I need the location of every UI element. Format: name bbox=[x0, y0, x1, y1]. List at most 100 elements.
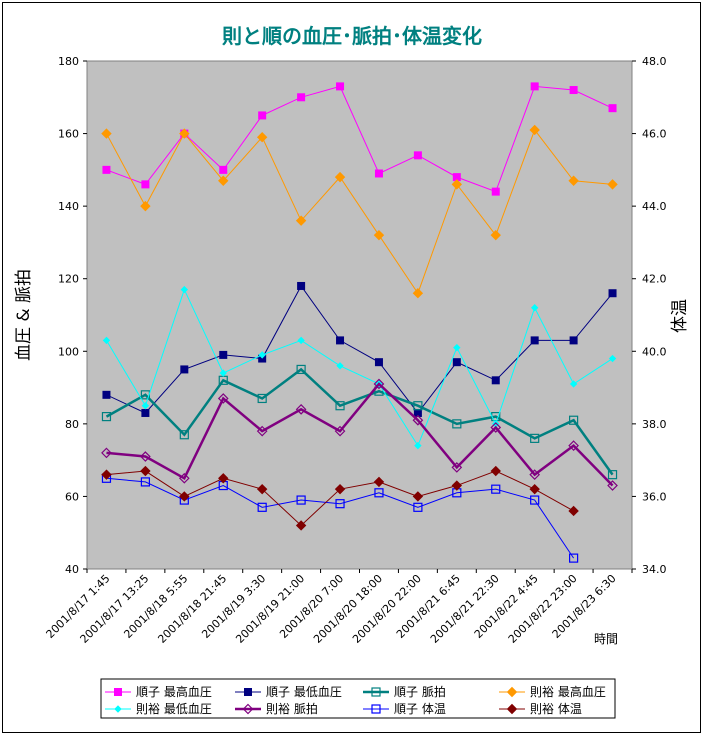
data-point bbox=[529, 469, 541, 481]
data-point bbox=[529, 483, 540, 495]
data-point bbox=[530, 304, 539, 312]
x-axis-label: 時間 bbox=[594, 632, 618, 646]
legend-item: 則裕 最高血圧 bbox=[499, 684, 606, 699]
data-point bbox=[217, 393, 229, 404]
y-tick-label-left: 100 bbox=[58, 345, 79, 358]
data-point bbox=[140, 451, 151, 462]
data-point bbox=[490, 422, 502, 433]
data-point bbox=[607, 470, 618, 480]
data-point bbox=[568, 440, 579, 451]
data-point bbox=[451, 462, 463, 473]
y-axis-label-left: 血圧 & 脈拍 bbox=[14, 269, 34, 361]
series-4 bbox=[101, 124, 618, 299]
data-point bbox=[296, 364, 306, 375]
legend-item: 則裕 脈拍 bbox=[235, 701, 318, 716]
data-point bbox=[608, 289, 617, 298]
data-point bbox=[179, 430, 189, 440]
data-point bbox=[568, 175, 579, 186]
data-point bbox=[336, 336, 345, 345]
legend-label: 則裕 脈拍 bbox=[266, 701, 318, 716]
legend-swatch-marker bbox=[114, 688, 122, 696]
y-tick-label-right: 42.0 bbox=[642, 273, 667, 286]
data-point bbox=[101, 128, 112, 139]
data-point bbox=[336, 82, 345, 91]
data-point bbox=[334, 483, 346, 495]
data-point bbox=[413, 502, 423, 512]
series-5 bbox=[102, 285, 617, 450]
y-tick-label-left: 60 bbox=[65, 490, 79, 503]
x-tick-label: 2001/8/22 23:00 bbox=[506, 572, 580, 646]
data-point bbox=[412, 491, 424, 502]
series-2 bbox=[102, 281, 617, 417]
data-point bbox=[530, 82, 539, 91]
y-tick-label-right: 48.0 bbox=[642, 55, 667, 68]
legend-item: 順子 最低血圧 bbox=[235, 685, 342, 699]
data-point bbox=[413, 151, 422, 160]
data-point bbox=[219, 369, 227, 377]
legend-swatch-marker bbox=[506, 686, 518, 698]
x-tick-label: 2001/8/17 13:25 bbox=[78, 572, 152, 646]
legend-label: 則裕 体温 bbox=[530, 701, 582, 716]
data-point bbox=[140, 465, 151, 477]
chart-title: 則と順の血圧･脈拍･体温変化 bbox=[222, 24, 482, 48]
data-point bbox=[530, 433, 540, 443]
data-point bbox=[102, 336, 111, 345]
series-8 bbox=[101, 465, 579, 531]
y-tick-label-left: 120 bbox=[58, 273, 79, 286]
series-line bbox=[106, 382, 614, 487]
data-point bbox=[374, 169, 383, 178]
data-point bbox=[490, 465, 501, 477]
data-point bbox=[297, 93, 306, 102]
data-point bbox=[568, 505, 579, 517]
y-tick-label-left: 180 bbox=[58, 55, 79, 68]
data-point bbox=[101, 447, 112, 459]
data-point bbox=[373, 476, 385, 488]
series-line bbox=[106, 288, 613, 447]
data-point bbox=[257, 502, 267, 512]
line-chart: 則と順の血圧･脈拍･体温変化 40 60 80 100 120 140 160 180 34.0… bbox=[14, 24, 690, 719]
data-point bbox=[297, 281, 306, 290]
data-point bbox=[491, 376, 500, 385]
legend-label: 順子 脈拍 bbox=[394, 684, 446, 699]
legend-label: 順子 最低血圧 bbox=[266, 685, 342, 699]
data-point bbox=[569, 336, 578, 345]
data-point bbox=[141, 180, 150, 189]
data-point bbox=[179, 128, 190, 139]
legend-label: 順子 体温 bbox=[394, 702, 446, 716]
legend-label: 順子 最高血圧 bbox=[136, 684, 212, 699]
data-point bbox=[530, 495, 540, 505]
data-point bbox=[335, 401, 345, 411]
series-line bbox=[105, 367, 614, 476]
x-tick-label: 2001/8/20 18:00 bbox=[311, 572, 385, 646]
data-point bbox=[258, 111, 267, 120]
data-point bbox=[491, 484, 501, 494]
data-point bbox=[374, 358, 383, 367]
data-point bbox=[219, 165, 228, 174]
y-tick-label-right: 36.0 bbox=[642, 490, 667, 503]
data-point bbox=[569, 553, 579, 563]
data-point bbox=[490, 229, 501, 241]
data-point bbox=[141, 402, 150, 410]
series-6 bbox=[101, 378, 618, 491]
series-layer bbox=[101, 82, 618, 563]
data-point bbox=[530, 336, 539, 345]
data-point bbox=[451, 179, 463, 190]
legend-swatch-marker bbox=[506, 703, 518, 715]
x-tick-label: 2001/8/20 22:00 bbox=[350, 572, 424, 646]
data-point bbox=[452, 358, 461, 367]
data-point bbox=[412, 288, 424, 299]
legend-label: 則裕 最低血圧 bbox=[136, 701, 212, 716]
data-point bbox=[452, 419, 462, 429]
y-tick-label-left: 160 bbox=[58, 128, 79, 141]
x-tick-label: 2001/8/19 21:00 bbox=[233, 572, 307, 646]
data-point bbox=[295, 520, 307, 531]
data-point bbox=[180, 365, 189, 374]
data-point bbox=[529, 124, 540, 136]
data-point bbox=[374, 488, 384, 498]
x-tick-label: 2001/8/21 22:30 bbox=[428, 572, 502, 646]
data-point bbox=[297, 336, 305, 345]
data-point bbox=[295, 215, 307, 226]
data-point bbox=[491, 187, 500, 196]
